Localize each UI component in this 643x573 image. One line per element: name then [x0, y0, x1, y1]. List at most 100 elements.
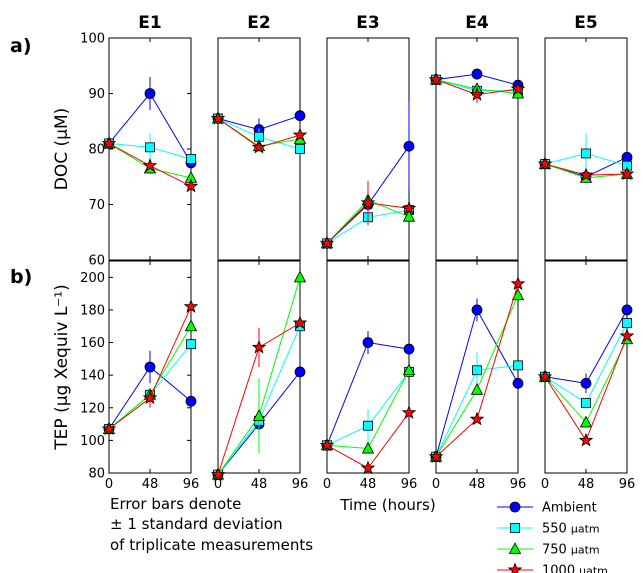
y-tick-label: 120	[80, 401, 105, 416]
legend-marker	[507, 562, 523, 573]
series-p1000	[537, 156, 635, 182]
series-p1000	[210, 315, 308, 481]
x-tick-label: 48	[251, 477, 268, 492]
y-tick-label: 100	[80, 32, 105, 47]
x-tick-label: 0	[323, 477, 331, 492]
series-p1000	[101, 299, 199, 436]
x-tick-label: 0	[105, 477, 113, 492]
note-line-2: ± 1 standard deviation	[110, 515, 283, 533]
panel-title: E5	[574, 13, 597, 33]
series-p1000	[210, 110, 308, 154]
data-point	[144, 88, 156, 99]
x-tick-label: 0	[432, 477, 440, 492]
data-point	[142, 158, 158, 172]
panel-doc-e2: E2	[210, 13, 308, 261]
y-tick-label: 90	[88, 87, 105, 102]
data-point	[403, 343, 415, 355]
data-point	[363, 420, 373, 431]
x-tick-label: 0	[214, 477, 222, 492]
data-point	[537, 156, 553, 171]
panel-tep-e4: 0 48 96	[428, 260, 527, 492]
data-point	[621, 304, 633, 316]
y-tick-label: 160	[80, 336, 105, 351]
data-point	[186, 339, 196, 350]
data-point	[510, 81, 526, 96]
y-tick-label: 180	[80, 303, 105, 318]
data-point	[619, 166, 635, 181]
row-label-b: b)	[10, 266, 32, 288]
y-tick-label: 80	[88, 143, 105, 158]
panel-title: E3	[356, 13, 379, 33]
series-p1000	[101, 135, 199, 193]
data-point	[402, 209, 416, 222]
data-point	[319, 235, 335, 250]
data-point	[210, 466, 226, 481]
panel-tep-e1: 80 100 120 140 160 180 200 0 48 96	[80, 260, 200, 492]
data-point	[401, 200, 417, 215]
y-tick-label: 100	[80, 434, 105, 449]
y-tick-label: 140	[80, 369, 105, 384]
x-axis-label: Time (hours)	[339, 496, 435, 514]
data-point	[513, 360, 523, 371]
legend-item-p550: 550 µatm	[497, 522, 600, 537]
panel-tep-e5: 0 48 96	[537, 260, 636, 492]
x-tick-label: 48	[469, 477, 486, 492]
panel-frame	[326, 37, 410, 261]
x-tick-label: 96	[292, 477, 309, 492]
plot-area: DOC (µM) E1 60 70 80 90 100 E2 E3 E4 E5 TEP (µg Xeq…	[52, 13, 635, 492]
panel-tep-e3: 0 48 96	[319, 260, 417, 492]
data-point	[537, 369, 553, 383]
data-point	[469, 86, 485, 101]
data-point	[251, 139, 267, 154]
data-point	[361, 441, 375, 454]
data-point	[472, 365, 482, 376]
data-point	[101, 135, 117, 150]
data-point	[252, 409, 266, 421]
x-tick-label: 96	[619, 477, 636, 492]
data-point	[183, 299, 199, 313]
data-point	[142, 390, 158, 405]
data-point	[362, 337, 374, 348]
legend-marker	[508, 542, 522, 554]
data-point	[101, 421, 117, 436]
data-point	[512, 377, 524, 389]
legend: Ambient 550 µatm 750 µatm 1000 µatm	[497, 501, 608, 573]
y-tick-label: 60	[88, 254, 105, 269]
data-point	[581, 148, 591, 159]
series-ambient	[430, 298, 524, 463]
data-point	[183, 178, 199, 193]
panel-title: E1	[138, 13, 161, 33]
data-point	[578, 167, 594, 182]
data-point	[578, 432, 594, 447]
panel-doc-e1: E1 60 70 80 90 100	[80, 13, 199, 269]
data-point	[360, 195, 376, 210]
note-line-1: Error bars denote	[110, 495, 241, 513]
panel-tep-e2: 0 48 96	[210, 260, 309, 492]
data-point	[294, 110, 306, 122]
data-point	[428, 449, 444, 463]
x-tick-label: 0	[541, 477, 549, 492]
panel-title: E4	[465, 13, 489, 33]
panel-title: E2	[247, 13, 270, 33]
legend-label: 750 µatm	[542, 543, 600, 558]
data-point	[184, 319, 198, 332]
y-axis-label-tep: TEP (µg Xequiv L⁻¹)	[52, 284, 72, 450]
data-point	[403, 140, 415, 152]
data-point	[295, 144, 305, 154]
x-tick-label: 96	[510, 477, 527, 492]
x-tick-label: 96	[183, 477, 200, 492]
legend-label: 550 µatm	[542, 522, 600, 537]
series-p1000	[319, 180, 417, 250]
legend-marker	[509, 501, 521, 513]
data-point	[402, 363, 416, 376]
data-point	[401, 405, 417, 419]
data-point	[469, 411, 485, 426]
data-point	[581, 397, 591, 408]
data-point	[579, 415, 593, 428]
data-point	[292, 315, 308, 330]
x-tick-label: 48	[360, 477, 377, 492]
legend-item-p1000: 1000 µatm	[497, 562, 608, 573]
data-point	[471, 68, 483, 80]
series-p1000	[428, 276, 526, 463]
legend-label: Ambient	[542, 501, 597, 516]
